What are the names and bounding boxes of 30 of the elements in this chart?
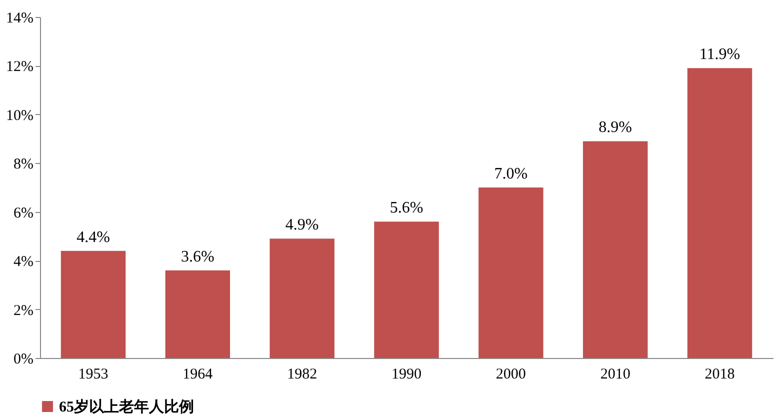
y-tick-label: 4%: [14, 254, 34, 270]
y-tick-label: 2%: [14, 302, 34, 319]
data-label: 7.0%: [494, 166, 528, 182]
y-tick-label: 8%: [14, 156, 34, 173]
y-tick-label: 12%: [6, 59, 34, 76]
x-tick-label: 1953: [78, 366, 108, 382]
y-tick-label: 14%: [6, 10, 34, 26]
bar: [60, 250, 126, 358]
y-tick-label: 0%: [14, 352, 34, 368]
bar: [270, 238, 334, 358]
data-label: 8.9%: [598, 119, 632, 136]
data-label: 4.4%: [76, 228, 110, 246]
data-label: 11.9%: [699, 46, 740, 64]
bar: [374, 222, 439, 358]
bar: [165, 270, 230, 358]
x-tick-label: 2000: [496, 366, 526, 382]
legend-label: 65岁以上老年人比例: [59, 398, 194, 416]
bar: [478, 188, 544, 358]
data-label: 3.6%: [181, 248, 214, 266]
x-tick-label: 1982: [287, 366, 318, 382]
bar: [687, 68, 752, 358]
y-tick-label: 10%: [6, 108, 34, 124]
bar: [582, 141, 648, 358]
x-tick-label: 1964: [182, 366, 214, 382]
x-tick-label: 2018: [704, 366, 735, 382]
x-tick-label: 1990: [392, 366, 422, 382]
data-label: 5.6%: [390, 200, 424, 217]
x-tick-label: 2010: [600, 366, 630, 382]
y-tick-label: 6%: [14, 205, 34, 222]
data-label: 4.9%: [285, 216, 319, 234]
